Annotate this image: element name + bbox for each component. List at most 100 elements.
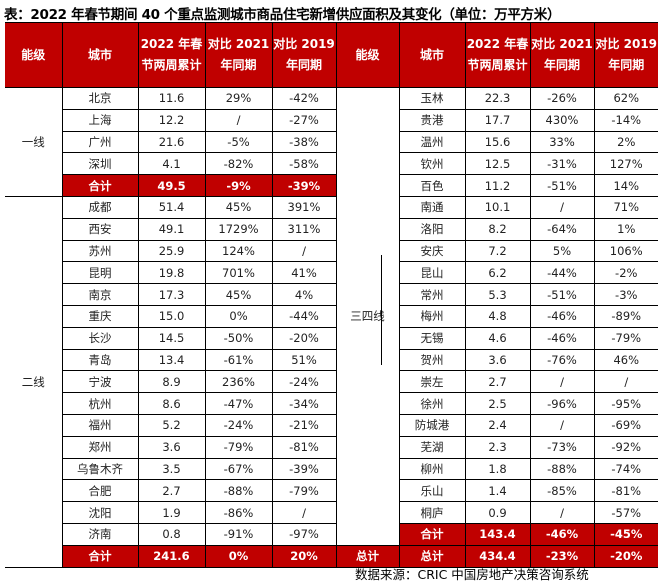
tier-label: 三四线 (335, 87, 400, 546)
area: 3.6 (137, 435, 206, 459)
yoy-2021: / (529, 501, 595, 524)
city: 贺州 (398, 348, 466, 372)
column-header: 城市 (398, 22, 466, 88)
area: 13.4 (137, 348, 206, 372)
city: 玉林 (398, 87, 466, 110)
city: 上海 (61, 108, 139, 132)
city: 昆山 (398, 261, 466, 285)
table-row: 长沙 14.5 -50% -20% 无锡 4.6 -46% -79% (5, 326, 658, 350)
table-row: 一线 北京 11.6 29% -42% 三四线 玉林 22.3 -26% 62% (5, 87, 658, 546)
vs-2019: -58% (271, 152, 337, 176)
city: 南通 (398, 195, 466, 219)
city: 钦州 (398, 152, 466, 176)
city: 洛阳 (398, 217, 466, 241)
city: 郑州 (61, 435, 139, 459)
yoy-2021: / (204, 108, 273, 132)
yoy-2021: -73% (529, 435, 595, 459)
city: 宁波 (61, 370, 139, 394)
vs-2019: -74% (593, 457, 658, 481)
yoy-2021: 0% (204, 304, 273, 328)
subtotal-city: 合计 (398, 522, 466, 546)
vs-2019: 106% (593, 239, 658, 263)
area: 2.7 (137, 479, 206, 503)
vs-2019: -97% (271, 522, 337, 546)
city: 常州 (398, 283, 466, 306)
yoy-2021: 29% (204, 87, 273, 110)
yoy-2021: -24% (204, 413, 273, 437)
vs-2019: -2% (593, 261, 658, 285)
vs-2019: -44% (271, 304, 337, 328)
city: 福州 (61, 413, 139, 437)
area: 14.5 (137, 326, 206, 350)
area: 2.5 (464, 392, 531, 415)
area: 11.2 (464, 174, 531, 197)
vs-2019: -95% (593, 392, 658, 415)
subtotal-city: 总计 (398, 544, 466, 568)
vs-2019: -79% (593, 326, 658, 350)
vs-2019: 62% (593, 87, 658, 110)
vs-2019: -89% (593, 304, 658, 328)
column-header: 对比 2021 年同期 (529, 22, 595, 88)
vs-2019: -42% (271, 87, 337, 110)
yoy-2021: 701% (204, 261, 273, 285)
city: 合肥 (61, 479, 139, 503)
area: 4.6 (464, 326, 531, 350)
yoy-2021: 33% (529, 130, 595, 154)
table-row: 福州 5.2 -24% -21% 防城港 2.4/-69% (5, 413, 658, 437)
vs-2019: 46% (593, 348, 658, 372)
vs-2019: -27% (271, 108, 337, 132)
yoy-2021: -51% (529, 174, 595, 197)
area: 12.5 (464, 152, 531, 176)
city: 沈阳 (61, 501, 139, 524)
subtotal-yoy-2021: -9% (204, 174, 273, 197)
table-row: 合计 241.6 0% 20% 总计 总计 434.4 -23% -20% (5, 544, 658, 568)
yoy-2021: -51% (529, 283, 595, 306)
area: 0.9 (464, 501, 531, 524)
city: 柳州 (398, 457, 466, 481)
supply-table: 能级 城市 2022 年春节两周累计 对比 2021 年同期 对比 2019 年同期 能级… (5, 22, 658, 568)
city: 南京 (61, 283, 139, 306)
yoy-2021: 124% (204, 239, 273, 263)
vs-2019: 391% (271, 195, 337, 219)
table-row: 合肥 2.7 -88% -79% 乐山 1.4 -85% -81% (5, 479, 658, 503)
yoy-2021: -5% (204, 130, 273, 154)
vs-2019: -81% (593, 479, 658, 503)
yoy-2021: -61% (204, 348, 273, 372)
column-header: 2022 年春节两周累计 (137, 22, 206, 88)
column-header: 能级 (335, 22, 400, 88)
city: 杭州 (61, 392, 139, 415)
area: 15.0 (137, 304, 206, 328)
header-row: 能级 城市 2022 年春节两周累计 对比 2021 年同期 对比 2019 年同期 能级… (5, 22, 658, 88)
city: 西安 (61, 217, 139, 241)
subtotal-vs-2019: -39% (271, 174, 337, 197)
area: 2.3 (464, 435, 531, 459)
city: 无锡 (398, 326, 466, 350)
area: 10.1 (464, 195, 531, 219)
vs-2019: 51% (271, 348, 337, 372)
subtotal-area: 143.4 (464, 522, 531, 546)
vs-2019: -20% (271, 326, 337, 350)
area: 22.3 (464, 87, 531, 110)
vs-2019: / (271, 501, 337, 524)
yoy-2021: / (529, 370, 595, 394)
area: 11.6 (137, 87, 206, 110)
column-header: 对比 2021 年同期 (204, 22, 273, 88)
yoy-2021: -64% (529, 217, 595, 241)
vs-2019: 14% (593, 174, 658, 197)
yoy-2021: -82% (204, 152, 273, 176)
table-row: 乌鲁木齐 3.5 -67% -39% 柳州 1.8 -88% -74% (5, 457, 658, 481)
yoy-2021: 45% (204, 195, 273, 219)
subtotal-area: 434.4 (464, 544, 531, 568)
yoy-2021: -88% (204, 479, 273, 503)
area: 8.6 (137, 392, 206, 415)
yoy-2021: -79% (204, 435, 273, 459)
column-header: 对比 2019 年同期 (593, 22, 658, 88)
yoy-2021: -67% (204, 457, 273, 481)
area: 1.8 (464, 457, 531, 481)
yoy-2021: -47% (204, 392, 273, 415)
area: 2.4 (464, 413, 531, 437)
city: 乐山 (398, 479, 466, 503)
city: 重庆 (61, 304, 139, 328)
vs-2019: -14% (593, 108, 658, 132)
vs-2019: / (593, 370, 658, 394)
